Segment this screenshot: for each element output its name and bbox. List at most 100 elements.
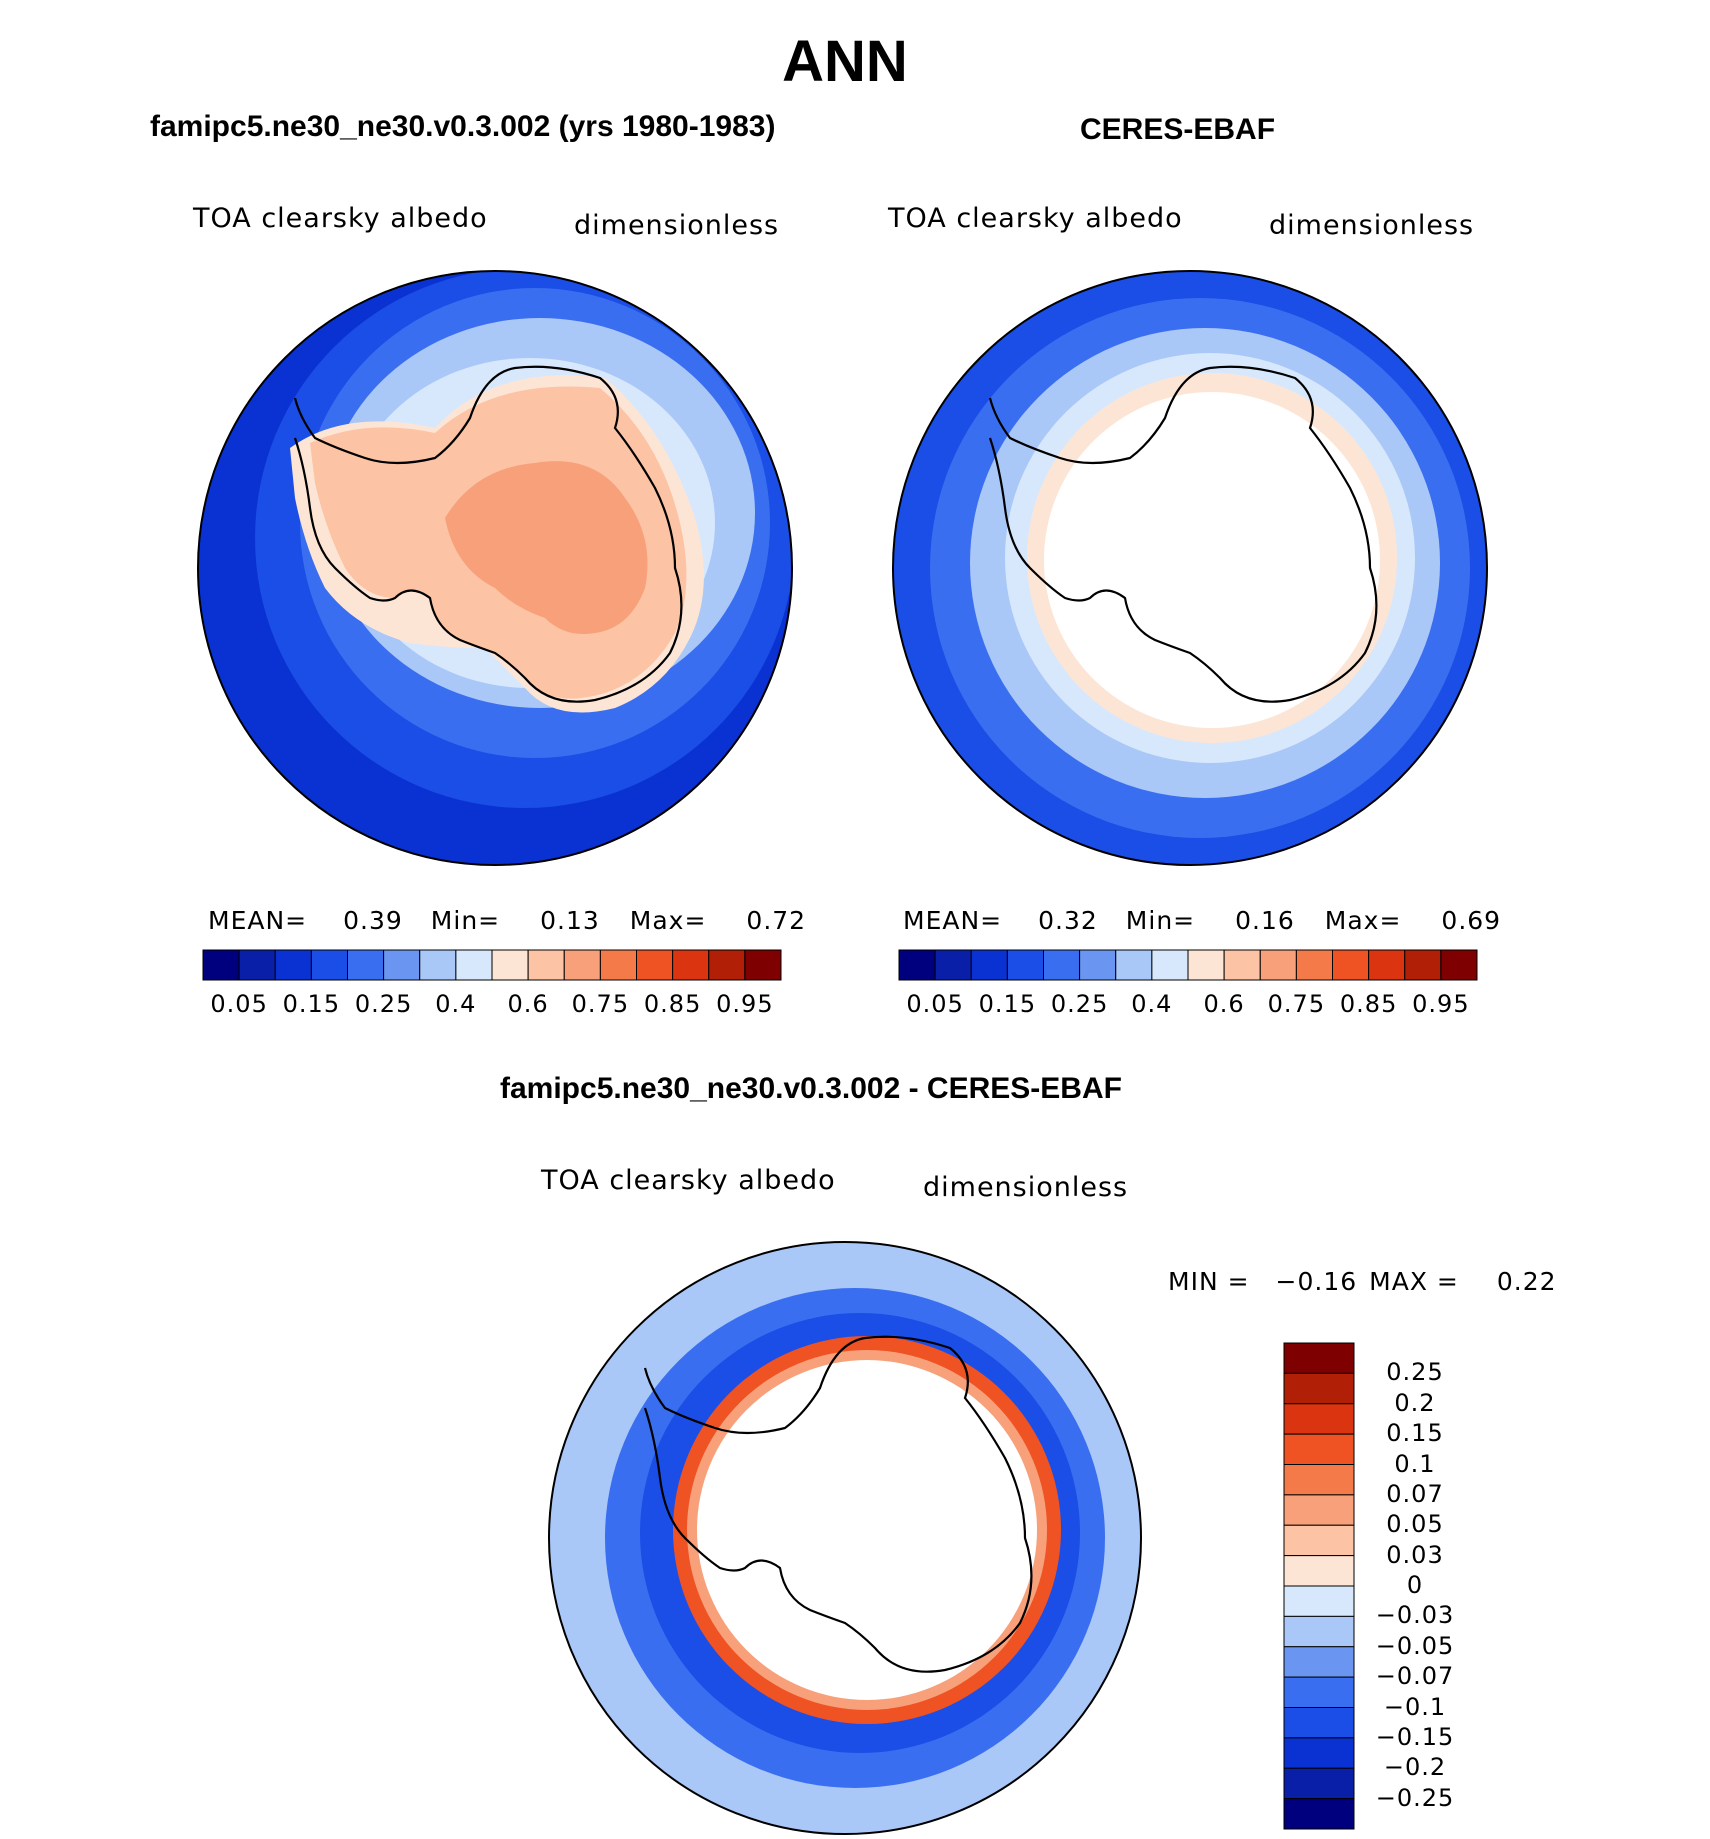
colorbar-swatch [599,949,637,981]
colorbar-tick-label: 0.4 [435,990,477,1018]
colorbar-swatch [1283,1585,1355,1617]
map-diff-no-data-interior [697,1360,1037,1700]
obs-colorbar [898,949,1478,981]
colorbar-swatch [310,949,348,981]
colorbar-swatch [1295,949,1333,981]
colorbar-tick-label: −0.15 [1375,1722,1455,1751]
colorbar-swatch [1332,949,1370,981]
colorbar-swatch [1283,1403,1355,1435]
obs-min-label: Min= [1125,906,1196,935]
diff-units-label: dimensionless [923,1172,1129,1203]
obs-units-label: dimensionless [1269,210,1475,241]
map-antarctica-coastline [643,1335,1033,1673]
colorbar-swatch [1079,949,1117,981]
colorbar-tick-label: 0.95 [1412,990,1470,1018]
obs-mean-label: MEAN= [903,906,1003,935]
diff-min-value: −0.16 [1275,1267,1358,1296]
map-antarctica-coastline [293,365,683,703]
map-no-data-interior [1044,392,1380,728]
main-title: ANN [782,29,908,94]
colorbar-tick-label: 0.85 [1339,990,1398,1018]
model-polar-map [197,270,793,866]
diff-panel-title: famipc5.ne30_ne30.v0.3.002 - CERES-EBAF [500,1072,1122,1105]
colorbar-swatch [1404,949,1442,981]
colorbar-swatch [1223,949,1261,981]
colorbar-tick-label: 0.07 [1386,1479,1444,1508]
colorbar-swatch [1283,1767,1355,1800]
colorbar-swatch [1283,1615,1355,1648]
colorbar-tick-label: 0.05 [1386,1510,1444,1539]
obs-min-value: 0.16 [1235,906,1295,935]
colorbar-tick-label: 0.4 [1131,990,1173,1018]
colorbar-tick-label: 0.05 [906,990,964,1018]
colorbar-swatch [1440,949,1478,981]
diff-stats: MIN = −0.16 MAX = 0.22 [1168,1267,1557,1296]
colorbar-swatch [1043,949,1081,981]
model-colorbar-labels: 0.05 0.15 0.25 0.4 0.6 0.75 0.85 0.95 [203,990,781,1020]
colorbar-swatch [1283,1707,1355,1739]
model-min-label: Min= [430,906,501,935]
obs-variable-label: TOA clearsky albedo [888,203,1183,234]
model-max-label: Max= [629,906,707,935]
diff-variable-label: TOA clearsky albedo [541,1165,836,1196]
obs-max-label: Max= [1324,906,1402,935]
colorbar-tick-label: 0.2 [1394,1388,1436,1417]
colorbar-tick-label: −0.2 [1383,1753,1447,1782]
colorbar-tick-label: 0.15 [282,990,341,1018]
colorbar-swatch [1259,949,1297,981]
colorbar-swatch [1283,1555,1355,1587]
diff-colorbar [1283,1342,1355,1830]
colorbar-swatch [238,949,276,981]
model-stats: MEAN= 0.39 Min= 0.13 Max= 0.72 [208,906,806,935]
colorbar-swatch [672,949,710,981]
colorbar-swatch [744,949,782,981]
colorbar-tick-label: −0.03 [1375,1601,1455,1630]
colorbar-swatch [1283,1342,1355,1374]
colorbar-tick-label: 0.95 [716,990,774,1018]
colorbar-tick-label: 0.75 [571,990,630,1018]
colorbar-swatch [1283,1524,1355,1557]
diff-colorbar-labels: 0.25 0.2 0.15 0.1 0.07 0.05 0.03 0 −0.03 −0.05 −0.… [1360,1343,1480,1829]
colorbar-tick-label: 0.6 [1203,990,1245,1018]
map-antarctica-coastline [988,365,1378,703]
model-mean-label: MEAN= [208,906,308,935]
colorbar-swatch [383,949,421,981]
model-units-label: dimensionless [574,210,780,241]
colorbar-swatch [1283,1676,1355,1708]
model-colorbar [202,949,782,981]
colorbar-tick-label: 0.25 [354,990,413,1018]
colorbar-swatch [1283,1494,1355,1526]
colorbar-swatch [347,949,385,981]
colorbar-swatch [1151,949,1189,981]
colorbar-swatch [419,949,457,981]
colorbar-swatch [934,949,972,981]
colorbar-swatch [1283,1372,1355,1405]
colorbar-tick-label: −0.25 [1375,1783,1455,1812]
colorbar-swatch [898,949,936,981]
colorbar-swatch [1283,1464,1355,1496]
colorbar-swatch [563,949,601,981]
colorbar-tick-label: 0 [1406,1571,1424,1599]
model-min-value: 0.13 [540,906,600,935]
obs-mean-value: 0.32 [1038,906,1098,935]
colorbar-swatch [1368,949,1406,981]
diff-max-label: MAX = [1369,1267,1459,1296]
model-variable-label: TOA clearsky albedo [193,203,488,234]
colorbar-tick-label: 0.03 [1386,1540,1444,1569]
colorbar-tick-label: 0.75 [1267,990,1326,1018]
colorbar-tick-label: −0.1 [1383,1692,1447,1721]
colorbar-swatch [527,949,565,981]
obs-polar-map [892,270,1488,866]
colorbar-tick-label: 0.15 [978,990,1037,1018]
colorbar-swatch [491,949,529,981]
diff-polar-map [548,1241,1142,1835]
colorbar-tick-label: 0.15 [1386,1419,1444,1448]
map-antarctica-plateau [445,461,648,634]
colorbar-swatch [202,949,240,981]
colorbar-tick-label: −0.07 [1375,1662,1455,1691]
colorbar-tick-label: −0.05 [1375,1631,1455,1660]
colorbar-swatch [455,949,493,981]
map-border [197,270,793,866]
obs-panel-title: CERES-EBAF [1080,113,1276,146]
colorbar-swatch [1283,1646,1355,1678]
